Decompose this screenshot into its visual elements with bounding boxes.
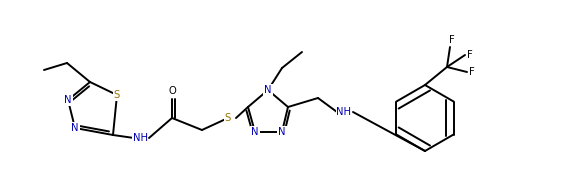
Text: N: N [251, 127, 259, 137]
Text: N: N [64, 95, 72, 105]
Text: F: F [449, 35, 455, 45]
Text: N: N [71, 123, 79, 133]
Text: O: O [168, 86, 176, 96]
Text: S: S [225, 113, 231, 123]
Text: N: N [264, 85, 272, 95]
Text: NH: NH [336, 107, 352, 117]
Text: F: F [469, 67, 475, 77]
Text: S: S [114, 90, 120, 100]
Text: NH: NH [133, 133, 147, 143]
Text: N: N [278, 127, 286, 137]
Text: F: F [467, 50, 473, 60]
